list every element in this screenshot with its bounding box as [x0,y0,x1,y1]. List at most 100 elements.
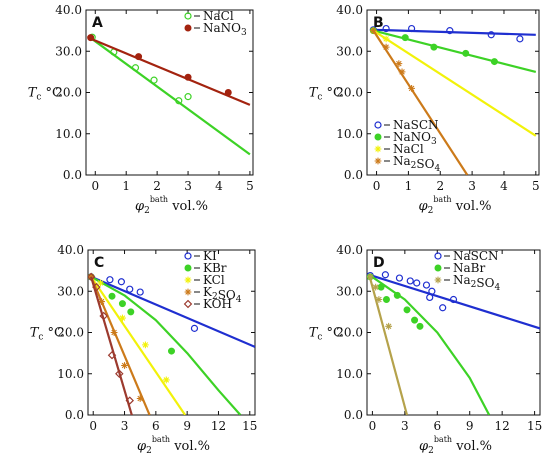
legend-label-part: 2 [411,161,417,171]
series-na2so4 [369,27,469,175]
fit-line [368,274,409,415]
legend-label-part: SO [476,276,494,290]
legend-label: NaSCN [453,249,499,263]
fit-line [90,275,255,348]
data-point [490,58,498,66]
y-tick-label: 20.0 [55,86,82,100]
legend-label-part: NaNO [393,130,431,144]
y-axis-label-part: °C [322,326,343,341]
legend-marker [184,24,192,32]
x-tick-label: 0 [89,419,97,433]
fit-line [372,29,537,137]
y-tick-label: 40.0 [55,3,82,17]
data-point [382,24,390,33]
x-tick-label: 3 [121,419,129,433]
data-point [430,43,438,51]
x-axis-label-part: vol.% [170,439,210,454]
legend-label: K2SO4 [203,285,242,305]
data-point [367,273,374,281]
data-point [411,316,419,324]
y-tick-label: 20.0 [57,326,84,340]
data-point [516,35,524,43]
data-point [126,285,134,293]
legend-label-part: 4 [236,295,242,305]
x-tick-label: 6 [152,419,160,433]
y-tick-label: 0.0 [344,168,363,182]
series-koh [88,272,134,415]
fit-line [90,276,133,415]
x-axis-label-part: bath [150,195,168,204]
fit-line [88,35,251,156]
data-point [106,276,114,284]
legend-label-part: SO [218,288,236,302]
x-tick-label: 4 [500,179,508,193]
legend-marker [374,157,382,165]
x-tick-label: 1 [405,179,413,193]
x-tick-label: 2 [436,179,444,193]
data-point [382,35,390,43]
data-point [413,279,421,287]
y-axis-label-part: °C [43,326,64,341]
legend-label-part: 3 [431,137,437,147]
x-axis-label-part: bath [152,435,170,444]
data-point [406,277,414,285]
data-point [175,97,183,105]
y-axis-label: Tc °C [309,326,343,343]
legend-label-part: NaNO [203,21,241,35]
legend-label: NaSCN [393,118,439,132]
data-point [449,295,458,304]
x-axis-label-part: 2 [428,206,434,216]
data-point [97,279,104,287]
x-tick-label: 0 [373,179,381,193]
y-axis-label-part: °C [322,86,343,101]
y-tick-label: 20.0 [336,326,363,340]
legend-label-part: SO [416,157,434,171]
x-axis-label: φ2bath vol.% [419,435,492,456]
data-point [117,278,126,286]
fit-line [373,28,536,36]
series-nascn [369,24,536,43]
legend-marker [184,252,192,260]
panel-letter: D [373,255,385,271]
x-axis-label-part: bath [433,195,451,204]
x-axis-label-part: φ [419,439,429,454]
legend-label-part: KBr [203,261,227,275]
y-tick-label: 40.0 [336,3,363,17]
data-point [135,53,143,61]
x-tick-label: 12 [211,419,226,433]
y-tick-label: 30.0 [336,284,363,298]
data-point [416,322,424,330]
fit-line [90,275,242,415]
x-tick-label: 15 [527,419,542,433]
legend-label-part: Na [453,273,471,287]
y-axis-label: Tc °C [28,86,62,103]
y-tick-label: 0.0 [344,408,363,422]
x-axis-label-part: 2 [144,206,150,216]
data-point [127,308,135,316]
data-point [136,288,144,296]
legend-label: NaBr [453,261,485,275]
panel-letter: C [94,255,104,271]
legend-label: NaCl [203,9,234,23]
fit-line [90,276,151,415]
data-point [398,68,406,76]
x-tick-label: 0 [369,419,377,433]
x-tick-label: 2 [153,179,161,193]
data-point [382,43,390,51]
y-axis-label-part: c [38,333,43,343]
data-point [407,24,416,33]
data-point [382,296,390,303]
legend-label: KCl [203,273,225,287]
legend-marker [434,264,442,272]
y-axis-label-part: c [36,93,41,103]
x-tick-label: 9 [466,419,474,433]
x-tick-label: 12 [495,419,510,433]
x-axis-label-part: bath [434,435,452,444]
legend-label: Na2SO4 [453,273,500,293]
x-axis-label-part: φ [418,199,428,214]
y-tick-label: 10.0 [336,127,363,141]
data-point [184,93,192,101]
